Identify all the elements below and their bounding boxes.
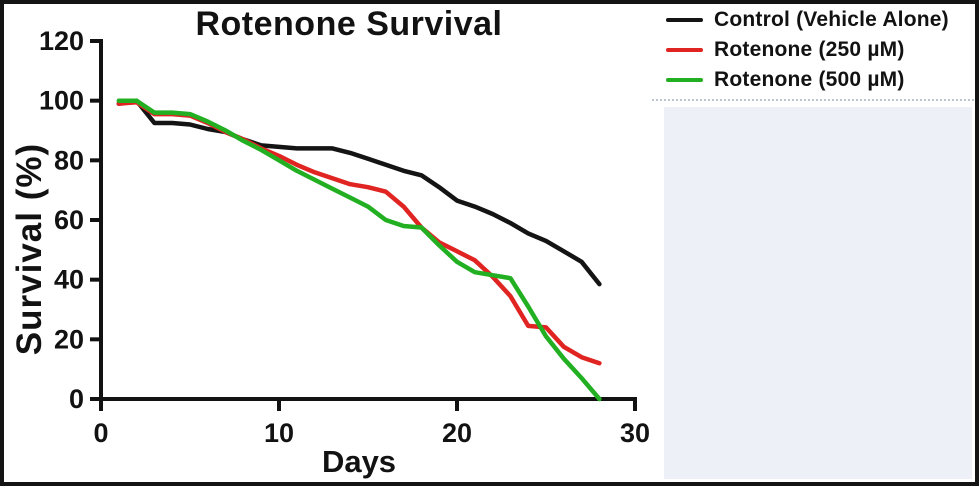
y-tick-label-80: 80: [54, 145, 84, 175]
y-tick-label-0: 0: [69, 384, 84, 414]
y-tick-label-40: 40: [54, 265, 84, 295]
series-line-0: [116, 98, 602, 287]
legend-label-control: Control (Vehicle Alone): [714, 8, 949, 31]
x-tick-label-10: 10: [264, 418, 294, 448]
panel-dotted-border: [652, 99, 975, 101]
chart-title: Rotenone Survival: [195, 5, 503, 43]
y-tick-label-20: 20: [54, 324, 84, 354]
legend-item-control: Control (Vehicle Alone): [666, 8, 975, 31]
x-tick-label-20: 20: [442, 418, 472, 448]
legend-item-rotenone-500: Rotenone (500 µM): [666, 68, 975, 91]
series-line-2: [116, 98, 602, 402]
legend: Control (Vehicle Alone) Rotenone (250 µM…: [666, 8, 975, 99]
side-panel: [664, 107, 972, 479]
y-tick-label-60: 60: [54, 205, 84, 235]
x-tick-label-0: 0: [93, 418, 108, 448]
x-tick-label-30: 30: [620, 418, 650, 448]
legend-swatch-control-line: [666, 17, 703, 23]
y-tick-label-120: 120: [39, 26, 84, 56]
y-tick-label-100: 100: [39, 86, 84, 116]
legend-item-rotenone-250: Rotenone (250 µM): [666, 38, 975, 61]
legend-swatch-rotenone-250-line: [666, 47, 703, 53]
legend-label-rotenone-500: Rotenone (500 µM): [714, 68, 905, 91]
legend-label-rotenone-250: Rotenone (250 µM): [714, 38, 905, 61]
survival-plot: 0 20 40 60 80 100 120 0 10 20 30: [39, 26, 650, 448]
legend-swatch-rotenone-500-line: [666, 77, 703, 83]
x-axis-title: Days: [321, 444, 397, 479]
